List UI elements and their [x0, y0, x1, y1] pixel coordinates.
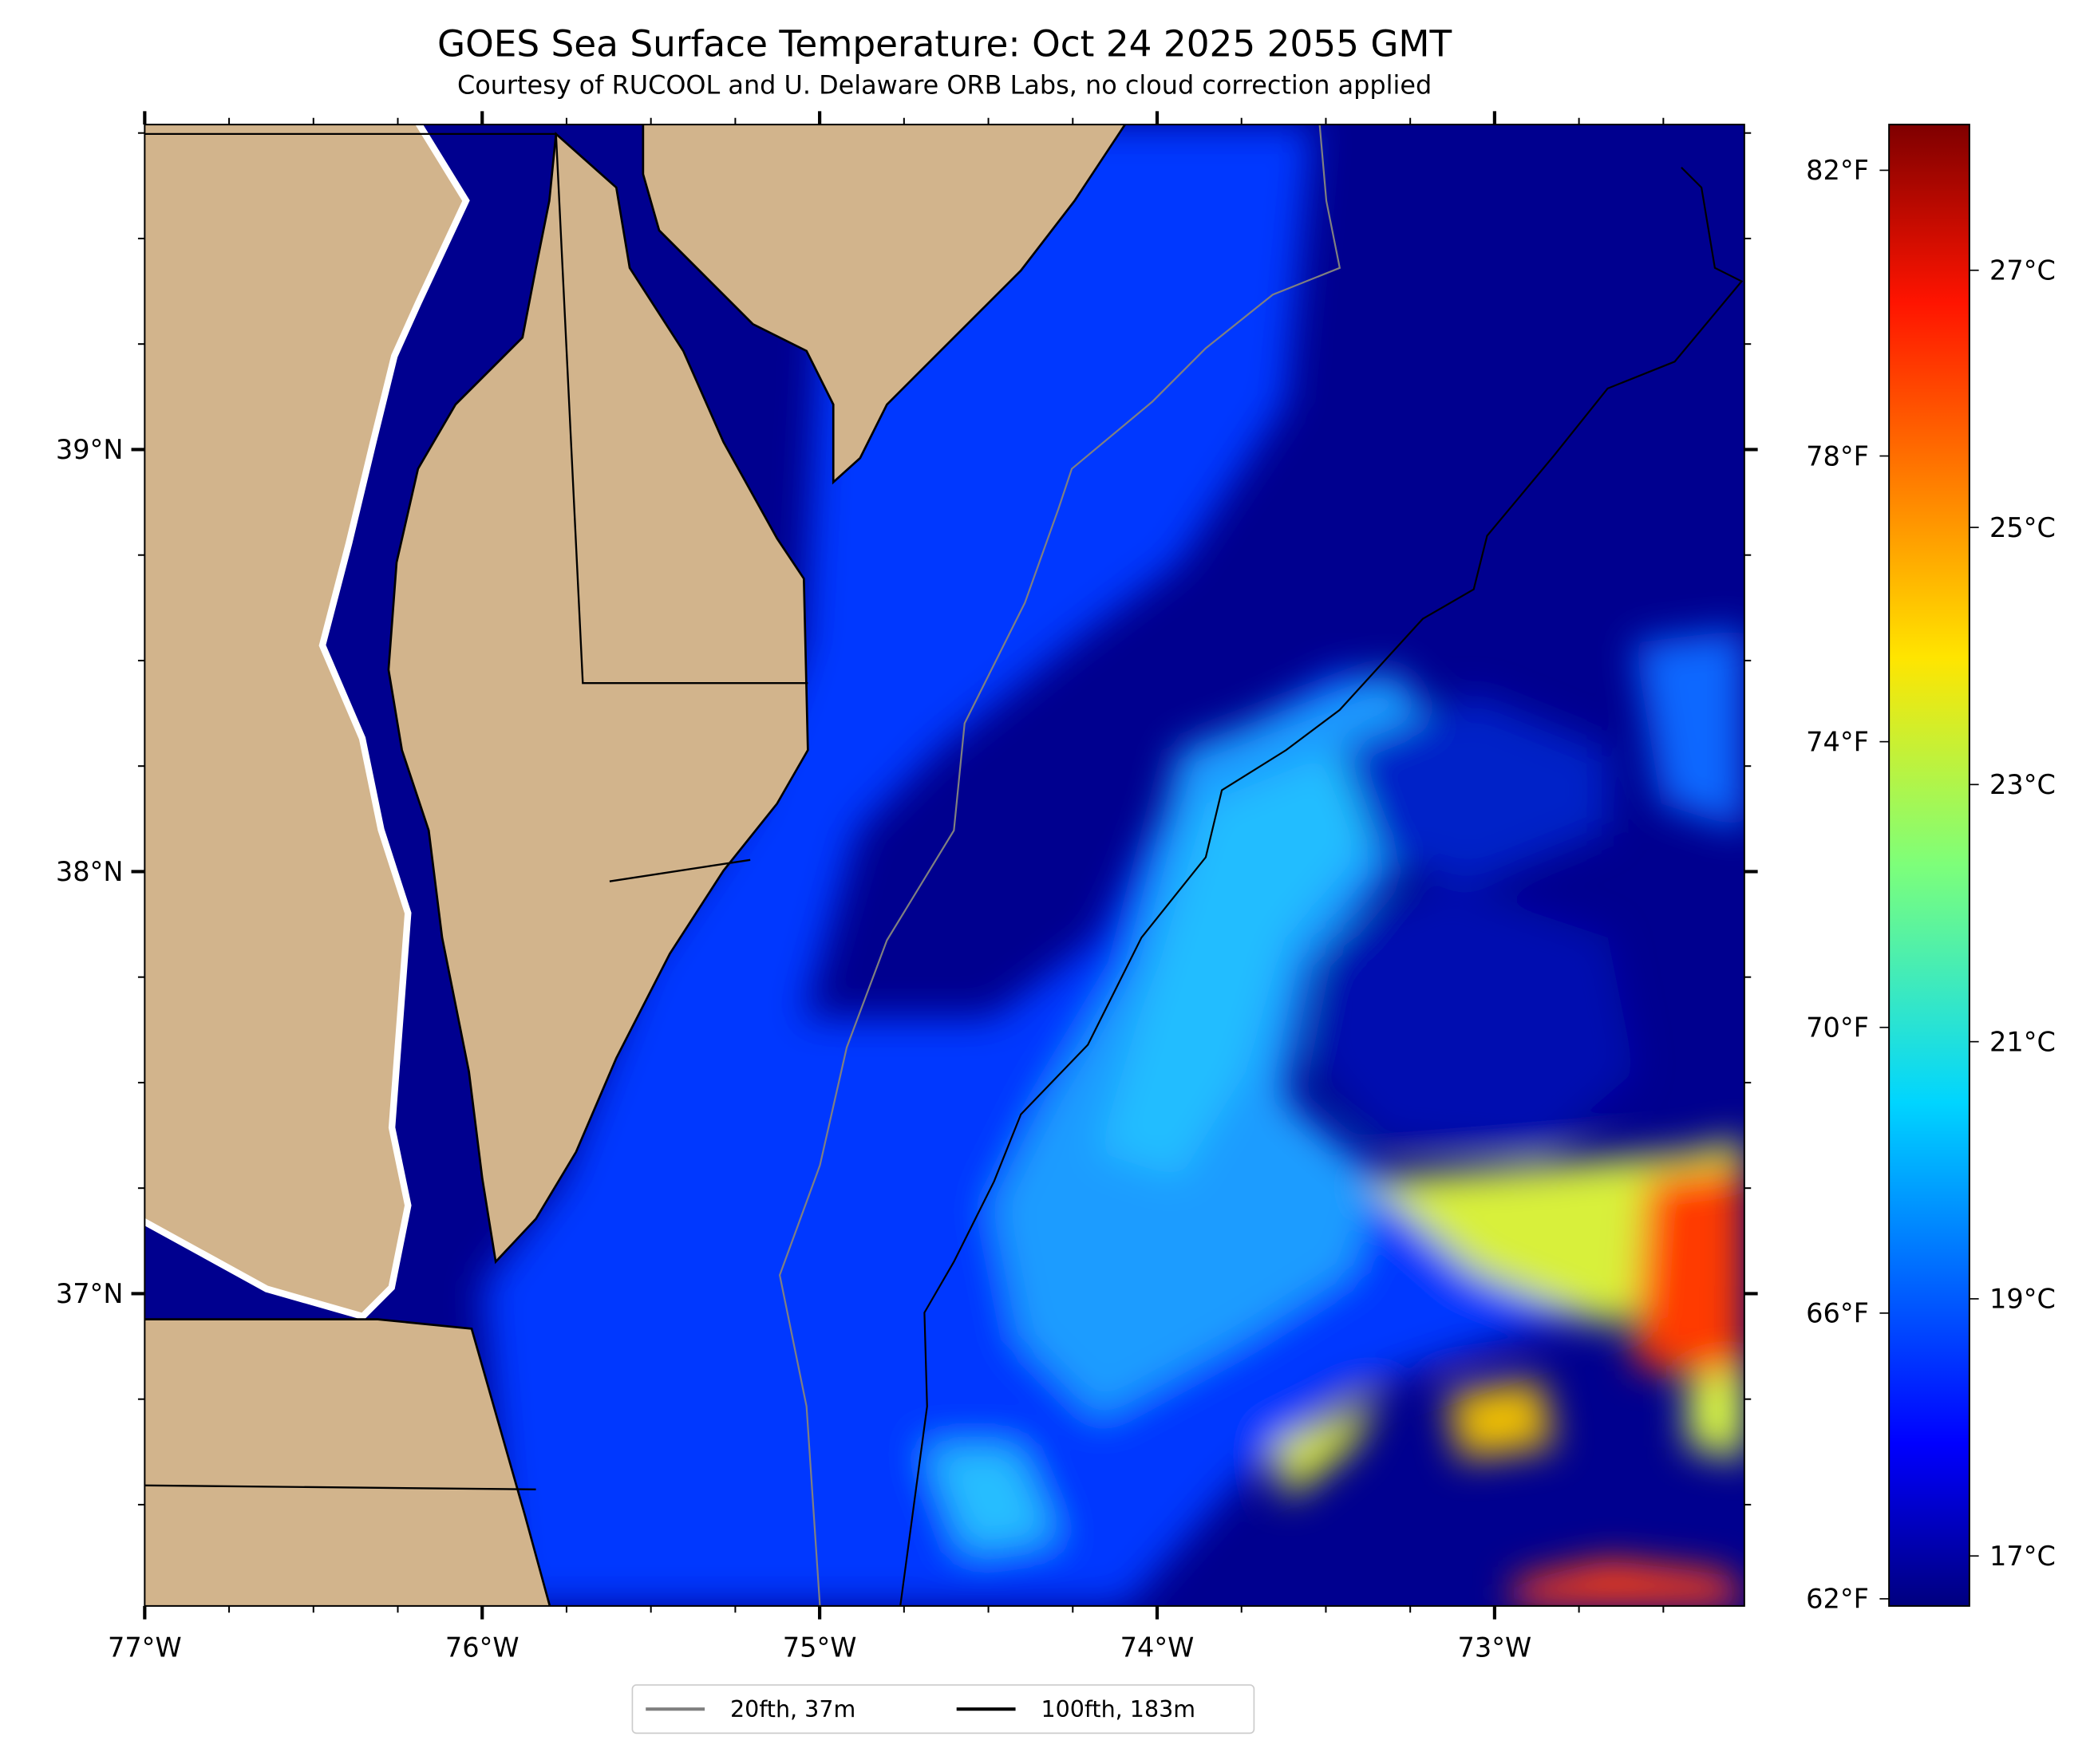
- x-tick-label: 77°W: [108, 1632, 182, 1663]
- colorbar-f-label: 82°F: [1806, 155, 1869, 186]
- x-tick-label: 73°W: [1458, 1632, 1532, 1663]
- land-lower-virginia: [144, 1318, 551, 1606]
- colorbar-f-label: 78°F: [1806, 440, 1869, 472]
- land-new-jersey: [642, 124, 1127, 485]
- land-delmarva: [387, 132, 809, 1265]
- contour-100fth: [899, 167, 1744, 1606]
- y-tick-label: 37°N: [56, 1278, 124, 1309]
- colorbar: [1888, 124, 1970, 1607]
- map-axis-ticks: 77°W 76°W 75°W 74°W 73°W 39°N 38°N 37°N: [56, 111, 1758, 1663]
- legend-label-100fth: 100fth, 183m: [1041, 1696, 1195, 1723]
- x-tick-label: 75°W: [783, 1632, 857, 1663]
- land-western-shore: [144, 124, 470, 1320]
- map-area: [144, 124, 1744, 1606]
- colorbar-c-label: 25°C: [1989, 512, 2056, 543]
- colorbar-c-label: 21°C: [1989, 1026, 2056, 1057]
- legend: 20fth, 37m 100fth, 183m: [631, 1684, 1255, 1734]
- colorbar-c-label: 19°C: [1989, 1284, 2056, 1315]
- x-tick-label: 76°W: [445, 1632, 520, 1663]
- legend-label-20fth: 20fth, 37m: [730, 1696, 855, 1723]
- x-tick-label: 74°W: [1120, 1632, 1195, 1663]
- land: [144, 124, 1127, 1606]
- colorbar-f-label: 70°F: [1806, 1012, 1869, 1043]
- colorbar-f-label: 62°F: [1806, 1584, 1869, 1615]
- map-frame: [144, 124, 1745, 1607]
- colorbar-f-label: 66°F: [1806, 1298, 1869, 1329]
- y-tick-label: 38°N: [56, 856, 124, 887]
- legend-box: [631, 1684, 1255, 1734]
- colorbar-ticks: 62°F 66°F 70°F 74°F 78°F 82°F 17°C 19°C 21°C 23°C…: [1806, 155, 2056, 1615]
- sst-field: [482, 124, 1744, 1606]
- state-borders: [144, 132, 808, 1491]
- colorbar-c-label: 23°C: [1989, 769, 2056, 800]
- contour-20fth: [778, 124, 1341, 1606]
- chart-subtitle: Courtesy of RUCOOL and U. Delaware ORB L…: [457, 70, 1432, 101]
- y-tick-label: 39°N: [56, 434, 124, 465]
- chart-title: GOES Sea Surface Temperature: Oct 24 202…: [437, 23, 1452, 65]
- colorbar-f-label: 74°F: [1806, 726, 1869, 757]
- colorbar-c-label: 17°C: [1989, 1541, 2056, 1572]
- colorbar-c-label: 27°C: [1989, 255, 2056, 286]
